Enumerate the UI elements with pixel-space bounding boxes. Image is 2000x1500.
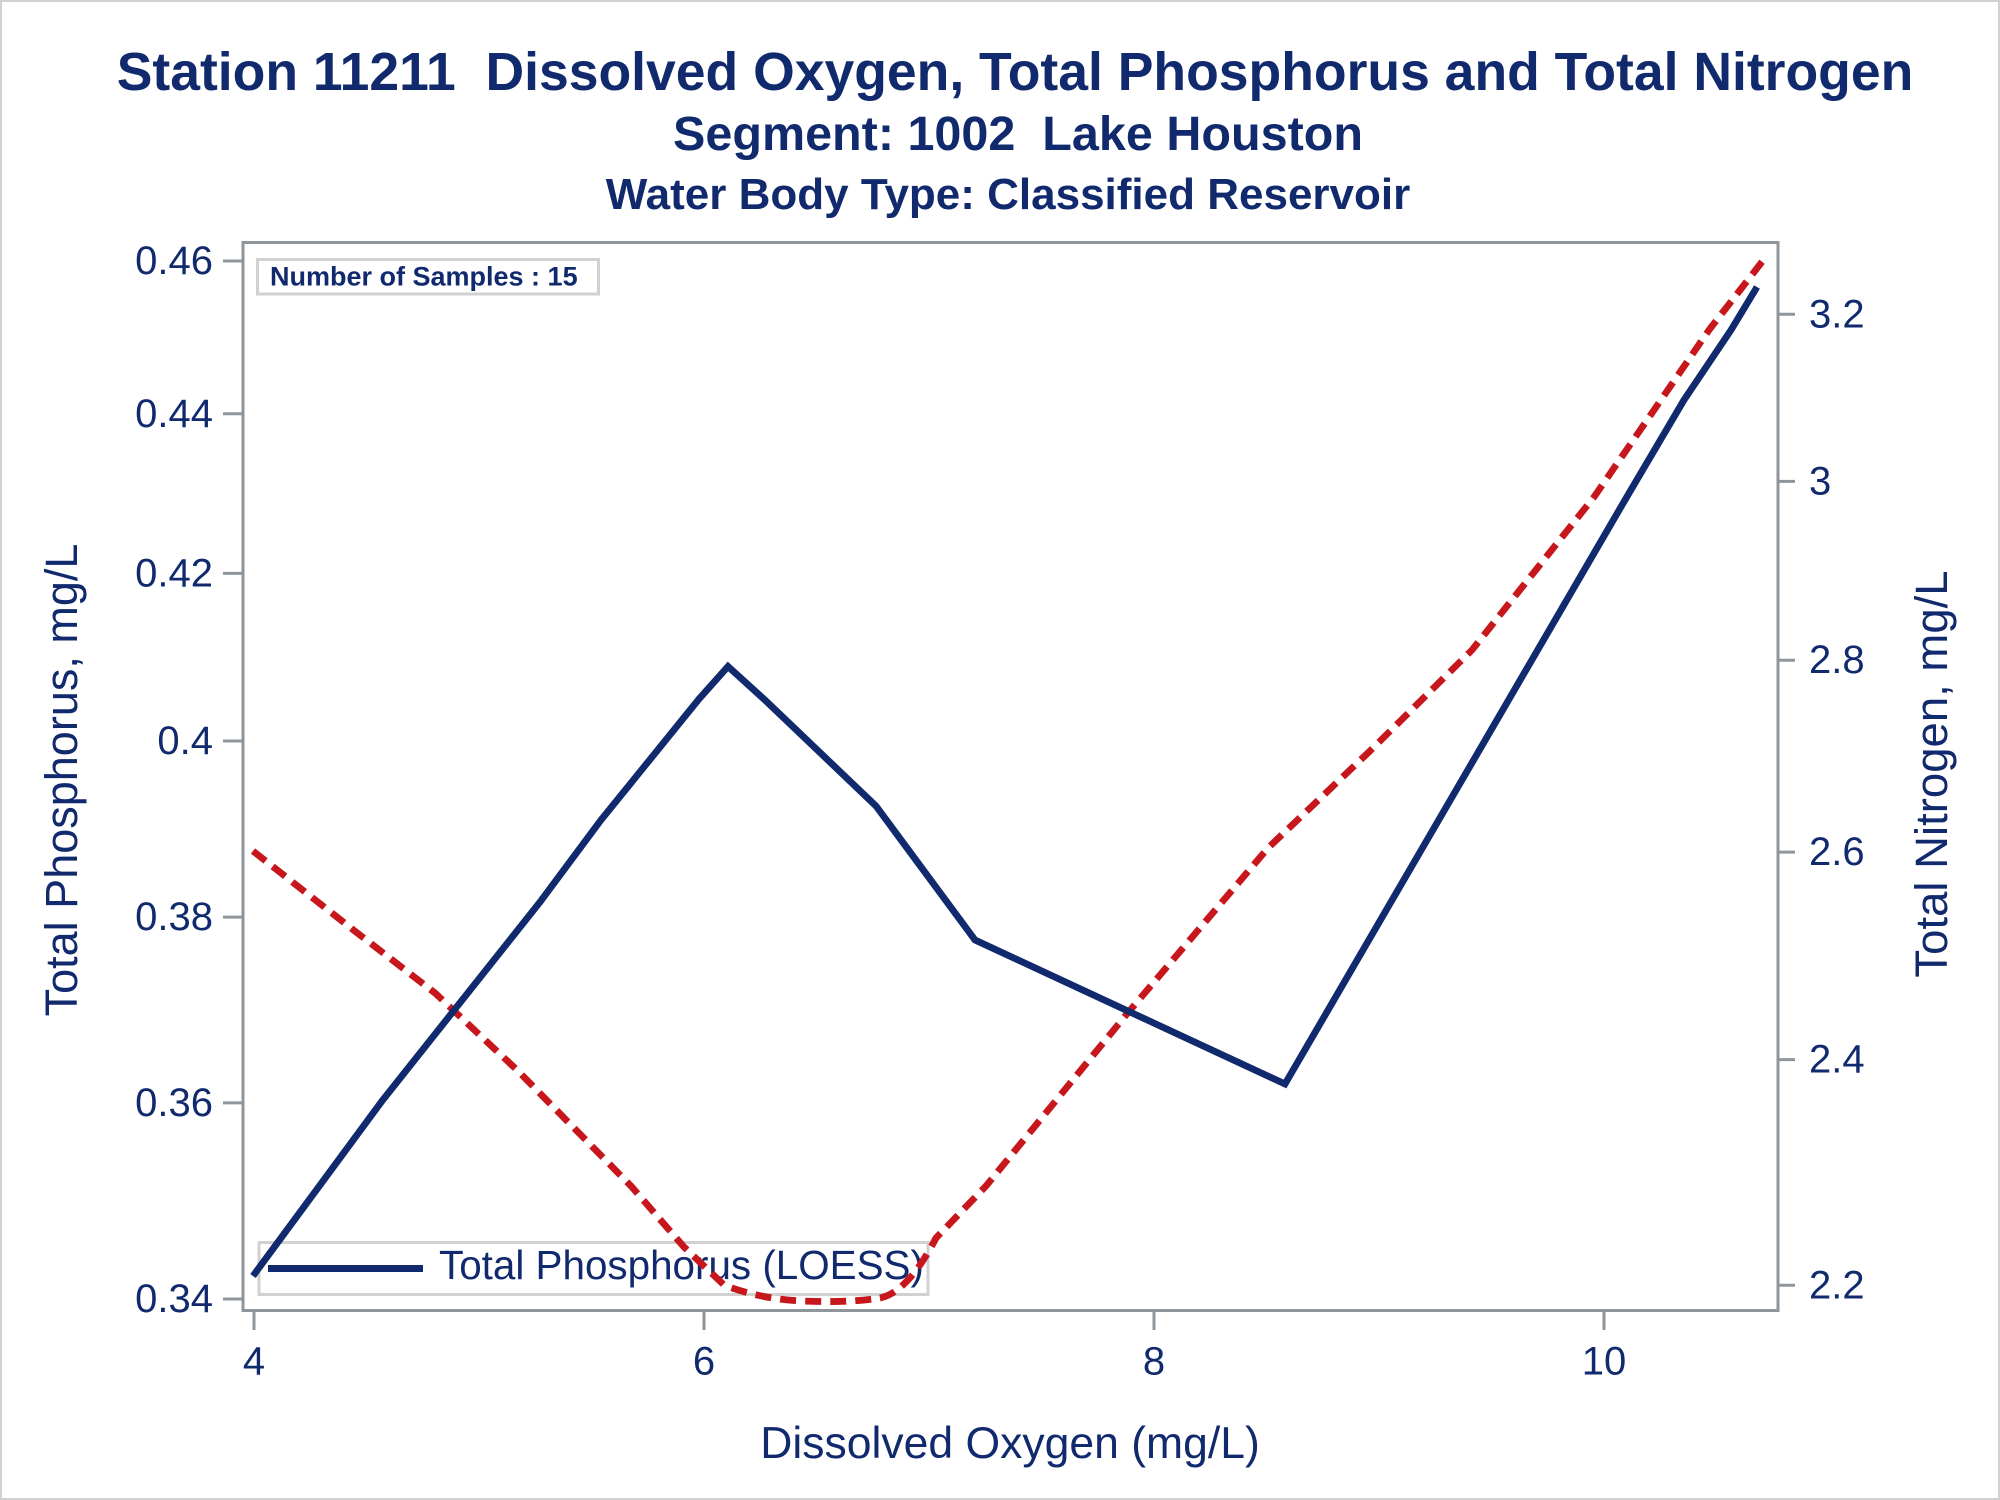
svg-text:2.2: 2.2 [1809, 1263, 1865, 1307]
svg-text:8: 8 [1143, 1340, 1165, 1384]
svg-text:0.34: 0.34 [135, 1277, 213, 1321]
svg-text:2.8: 2.8 [1809, 638, 1865, 682]
svg-text:Segment: 1002 Lake Houston: Segment: 1002 Lake Houston [673, 107, 1363, 161]
svg-text:0.44: 0.44 [135, 392, 213, 436]
svg-text:Total Phosphorus (LOESS): Total Phosphorus (LOESS) [439, 1242, 924, 1288]
svg-text:0.38: 0.38 [135, 895, 213, 939]
svg-text:0.42: 0.42 [135, 551, 213, 595]
svg-text:3.2: 3.2 [1809, 292, 1865, 336]
svg-text:Station 11211 Dissolved Oxyge: Station 11211 Dissolved Oxygen, Total Ph… [117, 43, 1914, 102]
svg-text:2.6: 2.6 [1809, 830, 1865, 874]
svg-text:0.46: 0.46 [135, 239, 213, 283]
svg-text:10: 10 [1582, 1340, 1627, 1384]
svg-text:Dissolved Oxygen (mg/L): Dissolved Oxygen (mg/L) [760, 1419, 1260, 1468]
svg-text:0.4: 0.4 [157, 719, 213, 763]
svg-text:3: 3 [1809, 459, 1831, 503]
svg-text:4: 4 [243, 1340, 265, 1384]
svg-text:Total Nitrogen, mg/L: Total Nitrogen, mg/L [1906, 570, 1957, 977]
svg-text:Number of Samples : 15: Number of Samples : 15 [270, 262, 578, 292]
svg-text:0.36: 0.36 [135, 1081, 213, 1125]
svg-text:2.4: 2.4 [1809, 1038, 1865, 1082]
svg-text:Water Body Type: Classified Re: Water Body Type: Classified Reservoir [606, 170, 1410, 219]
svg-text:Total Phosphorus, mg/L: Total Phosphorus, mg/L [36, 544, 87, 1017]
svg-text:6: 6 [693, 1340, 715, 1384]
